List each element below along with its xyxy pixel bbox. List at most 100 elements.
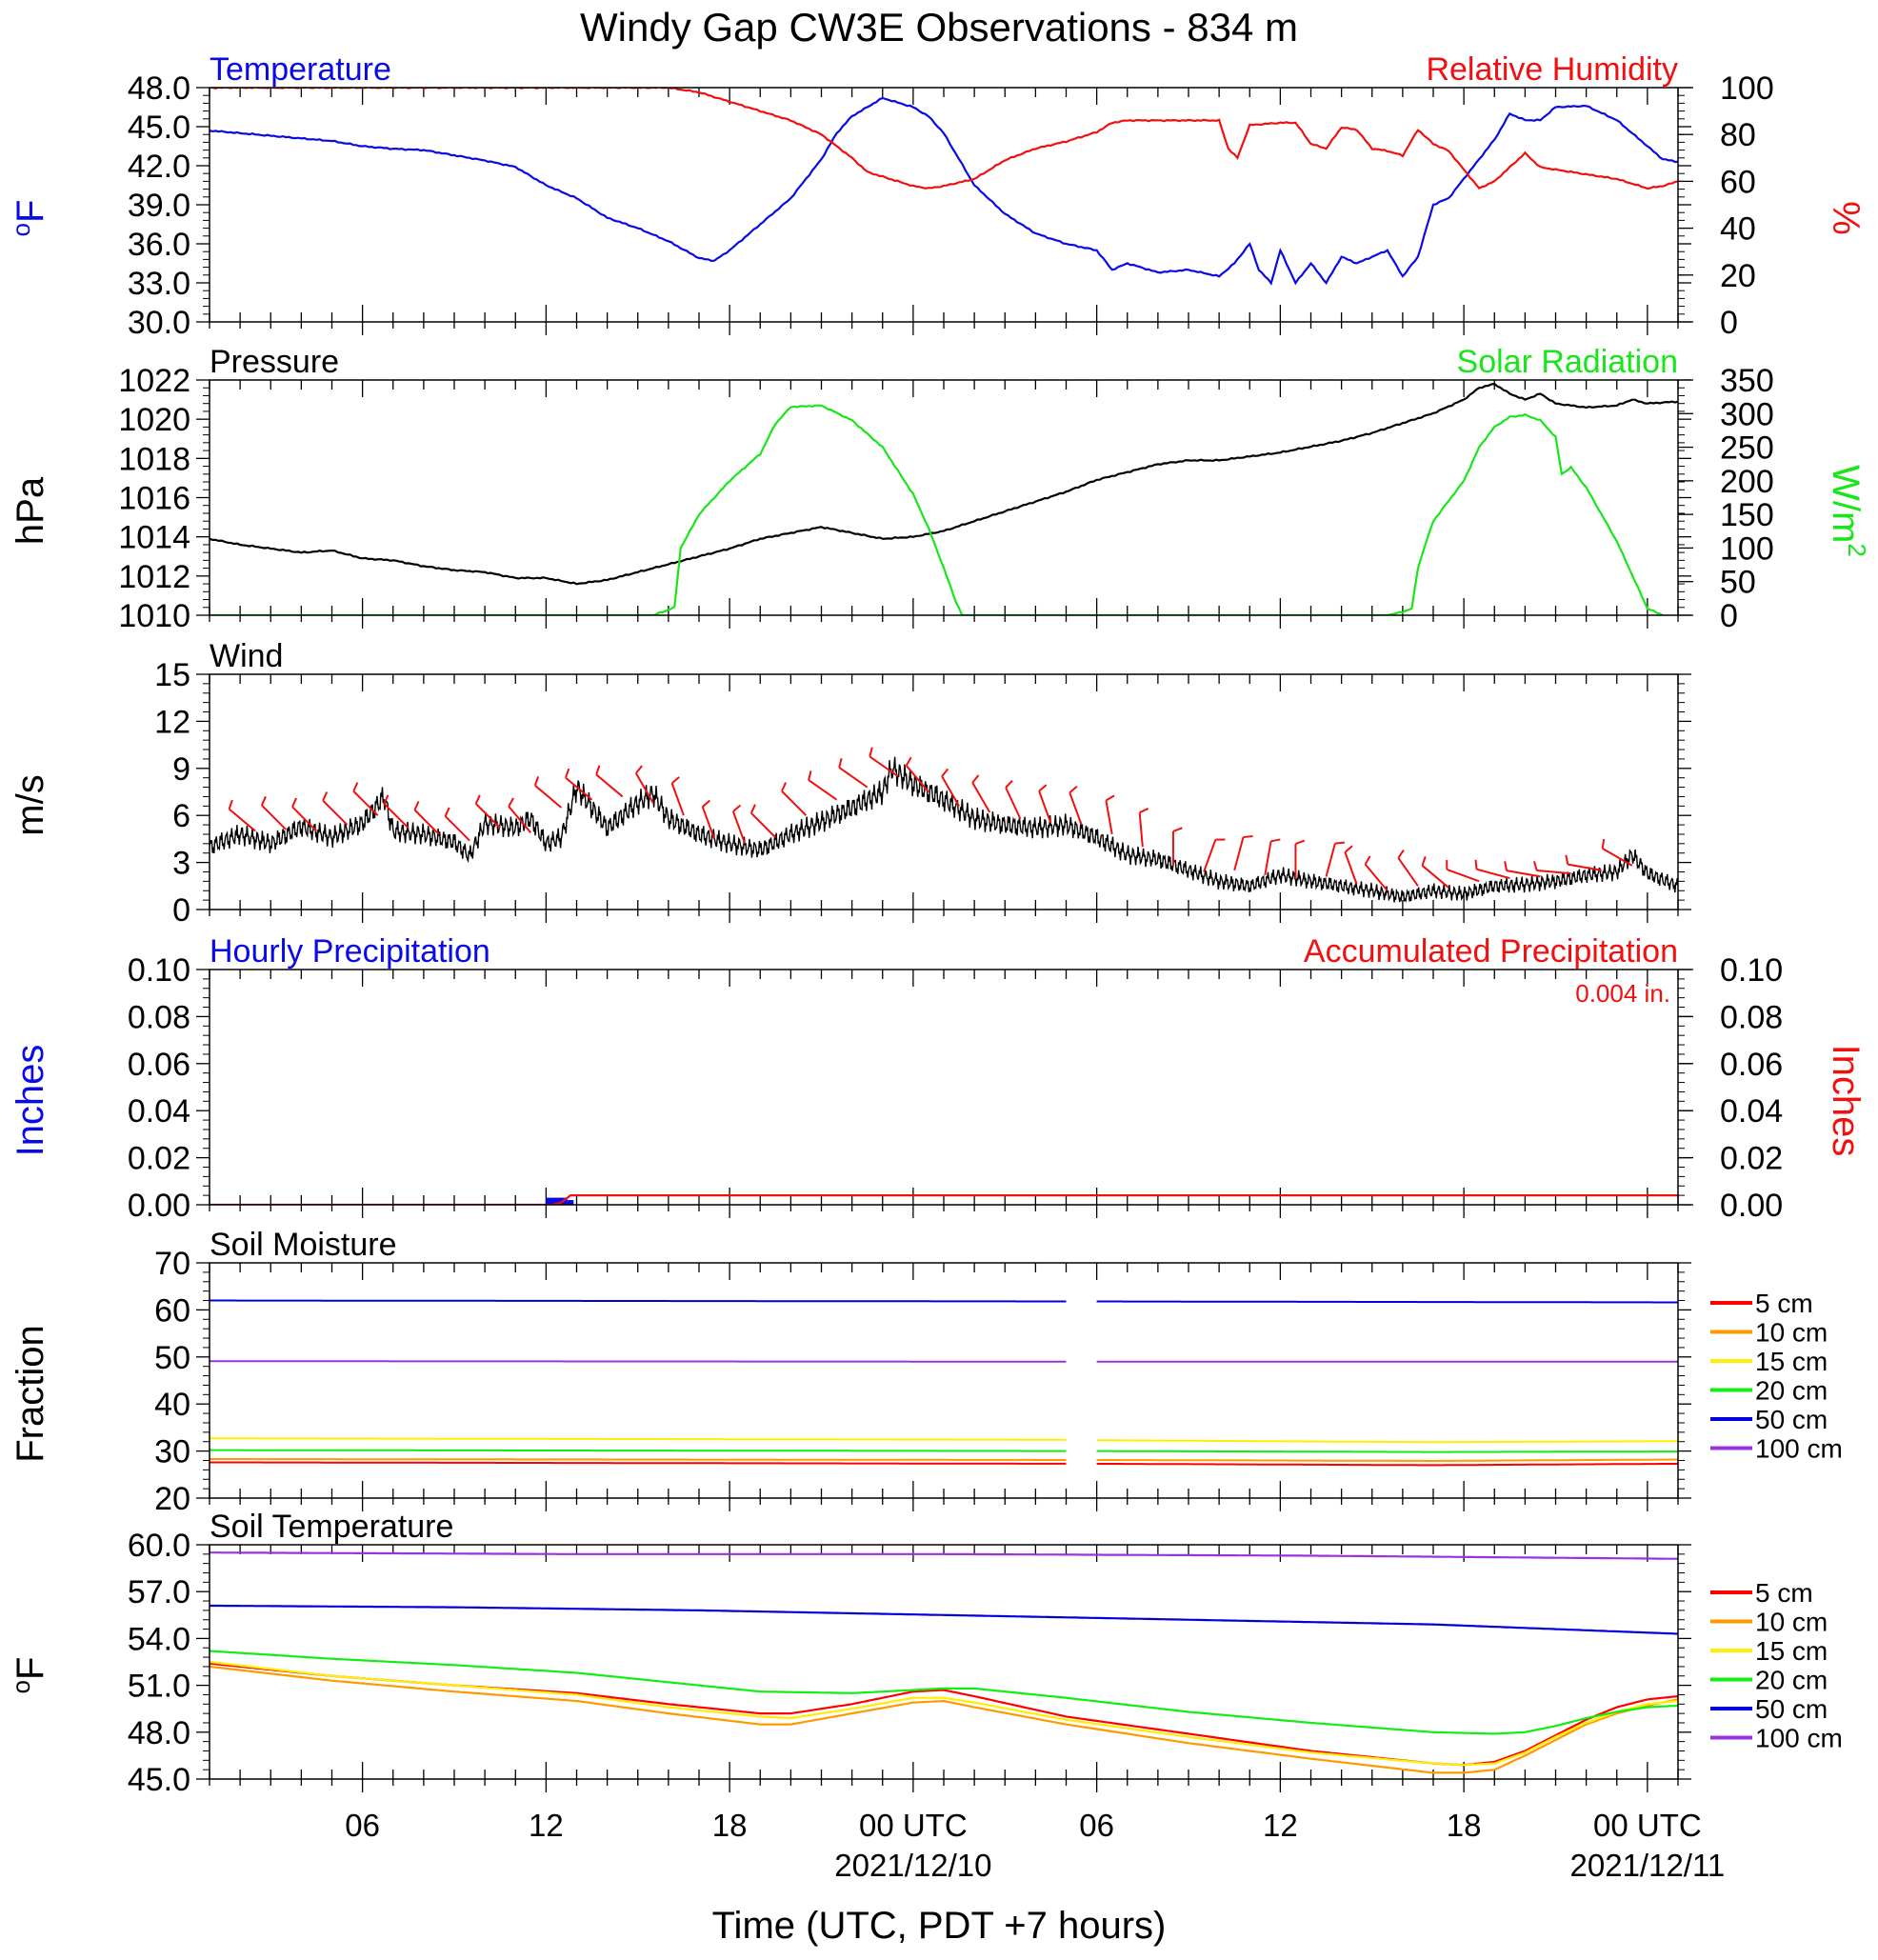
precip-bar bbox=[546, 1197, 568, 1205]
wind-barb-flag bbox=[1105, 794, 1115, 802]
legend-label: 15 cm bbox=[1755, 1636, 1828, 1666]
y-tick-label: 3 bbox=[172, 846, 190, 882]
wind-barb-flag bbox=[1334, 841, 1345, 845]
y2-tick-label: 100 bbox=[1720, 530, 1774, 567]
wind-barb bbox=[731, 810, 747, 845]
wind-barb bbox=[701, 806, 716, 840]
wind-barb bbox=[808, 779, 838, 801]
x-tick-label: 18 bbox=[1447, 1808, 1482, 1843]
wind-barb-flag bbox=[1069, 785, 1078, 794]
y-tick-label: 45.0 bbox=[128, 110, 190, 146]
wind-barb-flag bbox=[1172, 827, 1183, 832]
panels-group: 30.033.036.039.042.045.048.0020406080100… bbox=[7, 51, 1871, 1798]
panel-title-left: Soil Temperature bbox=[210, 1509, 453, 1545]
series-line-20-cm bbox=[210, 1650, 1678, 1735]
wind-barb bbox=[291, 806, 318, 832]
legend-label: 20 cm bbox=[1755, 1376, 1828, 1406]
wind-barb-flag bbox=[1397, 849, 1405, 859]
panel-temp_rh: 30.033.036.039.042.045.048.0 0 20 40 60 80 100… bbox=[7, 51, 1867, 341]
plot-area-precip bbox=[210, 1193, 1678, 1205]
left-unit-label: oF bbox=[7, 1657, 51, 1694]
panel-frame bbox=[209, 673, 1679, 910]
wind-barb-flag bbox=[1038, 784, 1048, 792]
plot-area-soil_temp bbox=[210, 1551, 1678, 1774]
series-line-Pressure bbox=[210, 382, 1678, 586]
wind-barb-flag bbox=[1533, 861, 1538, 871]
plot-area-soil_moist bbox=[210, 1299, 1678, 1467]
wind-barb-flag bbox=[322, 791, 329, 802]
x-tick-label: 00 UTC bbox=[1593, 1808, 1702, 1843]
wind-barb-flag bbox=[781, 782, 787, 792]
wind-barb bbox=[1421, 865, 1449, 889]
y2-tick-label: 0 bbox=[1720, 305, 1738, 341]
legend-label: 50 cm bbox=[1755, 1405, 1828, 1434]
panel-wind: 0 3 6 9 12 15 Wind m/s bbox=[10, 638, 1691, 929]
series-line-100-cm bbox=[210, 1551, 1678, 1560]
legend-label: 100 cm bbox=[1755, 1724, 1843, 1753]
series-line-10-cm bbox=[1096, 1458, 1678, 1462]
panel-title-left: Temperature bbox=[210, 51, 391, 88]
y-tick-label: 30 bbox=[154, 1434, 190, 1470]
x-axis-labels: 06 12 18 00 UTC 2021/12/10 06 12 18 00 UTC 2021/1… bbox=[345, 1808, 1725, 1883]
y-tick-label: 1022 bbox=[118, 363, 190, 399]
wind-barb-flag bbox=[1270, 838, 1281, 843]
y-tick-label: 1010 bbox=[118, 598, 190, 634]
wind-barb bbox=[1447, 869, 1480, 883]
left-unit-label: m/s bbox=[10, 774, 51, 835]
y-tick-label: 1020 bbox=[118, 402, 190, 438]
series-line-10-cm bbox=[210, 1458, 1067, 1461]
panel-frame bbox=[209, 1262, 1679, 1499]
wind-barb bbox=[508, 806, 532, 833]
y2-tick-label: 100 bbox=[1720, 70, 1774, 107]
accumulated-total-label: 0.004 in. bbox=[1575, 979, 1670, 1008]
wind-barb-flag bbox=[565, 768, 570, 778]
y-tick-label: 9 bbox=[172, 751, 190, 788]
series-line-50-cm bbox=[1096, 1300, 1678, 1304]
wind-barb bbox=[1005, 787, 1022, 819]
y2-tick-label: 0 bbox=[1720, 598, 1738, 634]
panel-soil_moist: 20 30 40 50 60 70 Soil Moisture Fraction 5 cm10 … bbox=[10, 1227, 1843, 1517]
y-tick-label: 36.0 bbox=[128, 227, 190, 263]
legend-label: 15 cm bbox=[1755, 1347, 1828, 1376]
right-unit-label: W/m2 bbox=[1825, 465, 1871, 557]
x-date-label: 2021/12/11 bbox=[1570, 1848, 1726, 1883]
y-tick-label: 1018 bbox=[118, 441, 190, 477]
wind-barb bbox=[1138, 812, 1144, 848]
y-tick-label: 40 bbox=[154, 1387, 190, 1423]
wind-barb bbox=[413, 809, 440, 835]
legend-label: 10 cm bbox=[1755, 1318, 1828, 1348]
wind-barb bbox=[1264, 841, 1272, 875]
wind-barb bbox=[534, 785, 563, 809]
wind-barb-flag bbox=[1243, 835, 1253, 839]
wind-barb-flag bbox=[508, 797, 514, 808]
wind-barb bbox=[1105, 800, 1113, 835]
wind-barb bbox=[838, 767, 869, 789]
y-tick-label: 0 bbox=[172, 892, 190, 929]
panel-frame bbox=[209, 1544, 1679, 1780]
series-line-Wind bbox=[210, 756, 1678, 903]
wind-barb-flag bbox=[1474, 859, 1478, 870]
x-tick-label: 00 UTC bbox=[859, 1808, 968, 1843]
legend-label: 10 cm bbox=[1755, 1608, 1828, 1637]
y2-tick-label: 0.02 bbox=[1720, 1141, 1783, 1177]
wind-barb bbox=[906, 765, 929, 793]
wind-barb bbox=[565, 776, 593, 801]
wind-barb-flag bbox=[1601, 838, 1606, 850]
panel-title-left: Hourly Precipitation bbox=[210, 933, 490, 970]
y-tick-label: 1014 bbox=[118, 520, 190, 556]
wind-barb-flag bbox=[1139, 808, 1149, 814]
wind-barb-flag bbox=[444, 807, 450, 817]
y-tick-label: 54.0 bbox=[128, 1621, 190, 1657]
wind-barb bbox=[1364, 864, 1389, 891]
plot-area-wind bbox=[210, 747, 1678, 903]
wind-barb-flag bbox=[228, 799, 233, 810]
wind-barb-flag bbox=[413, 800, 420, 810]
wind-barb-flag bbox=[1421, 856, 1427, 867]
wind-barb bbox=[1476, 868, 1510, 880]
y-tick-label: 1012 bbox=[118, 559, 190, 595]
y-tick-label: 45.0 bbox=[128, 1762, 190, 1798]
wind-barb-flag bbox=[838, 757, 843, 769]
wind-barb-flag bbox=[732, 804, 742, 812]
y2-tick-label: 0.10 bbox=[1720, 952, 1783, 989]
